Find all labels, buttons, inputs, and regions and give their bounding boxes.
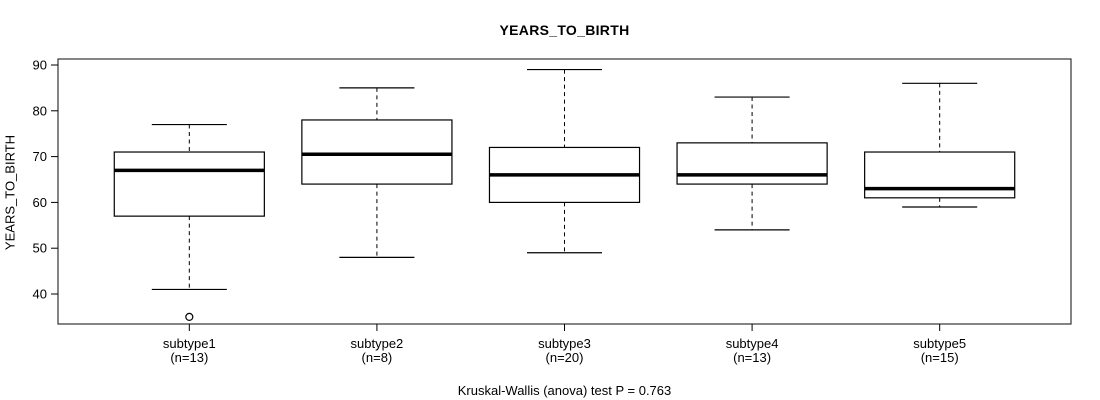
y-tick-label: 90 <box>33 57 47 72</box>
category-sublabel: (n=8) <box>362 350 393 365</box>
category-label: subtype3 <box>538 336 591 351</box>
category-sublabel: (n=13) <box>170 350 208 365</box>
y-tick-label: 40 <box>33 287 47 302</box>
stats-caption: Kruskal-Wallis (anova) test P = 0.763 <box>457 383 672 398</box>
y-tick-label: 60 <box>33 195 47 210</box>
iqr-box <box>113 151 265 217</box>
iqr-box <box>864 151 1016 199</box>
category-label: subtype2 <box>351 336 404 351</box>
y-tick-label: 80 <box>33 103 47 118</box>
y-tick-label: 70 <box>33 149 47 164</box>
category-sublabel: (n=15) <box>921 350 959 365</box>
category-label: subtype4 <box>726 336 779 351</box>
iqr-box <box>301 119 453 185</box>
iqr-box <box>676 142 828 185</box>
category-sublabel: (n=20) <box>546 350 584 365</box>
category-label: subtype5 <box>913 336 966 351</box>
chart-title: YEARS_TO_BIRTH <box>499 22 630 38</box>
outlier-point <box>185 312 194 322</box>
y-tick-label: 50 <box>33 241 47 256</box>
category-sublabel: (n=13) <box>733 350 771 365</box>
category-label: subtype1 <box>163 336 216 351</box>
